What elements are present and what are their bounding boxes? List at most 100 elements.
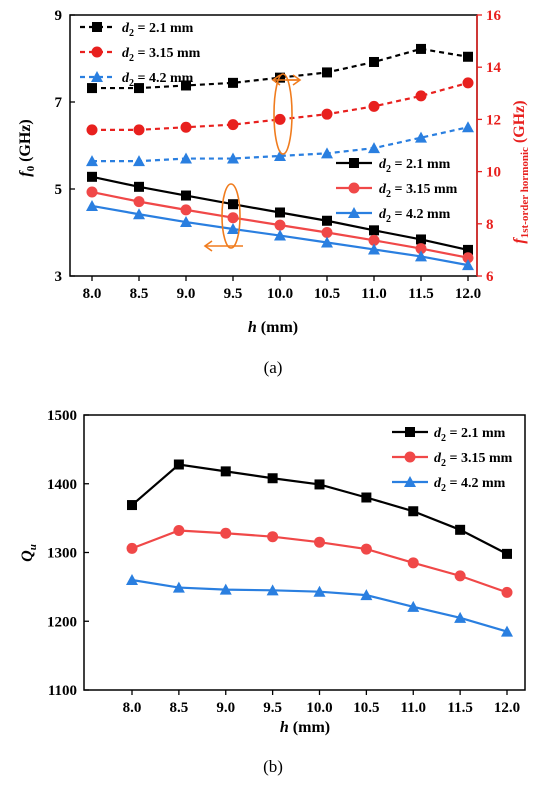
panel-a-left-ytick-label: 9 xyxy=(55,8,63,24)
panel-a-data-point xyxy=(228,77,238,88)
panel-a-data-point xyxy=(181,80,191,91)
panel-a-data-point xyxy=(463,244,473,255)
panel-a-xtick-label: 10.0 xyxy=(267,286,293,302)
panel-b-legend-label: d2 = 3.15 mm xyxy=(434,451,513,469)
panel-a-data-point xyxy=(227,119,239,131)
panel-b-xtick-label: 8.0 xyxy=(123,700,142,716)
panel-a-data-point xyxy=(321,108,333,120)
panel-b-data-point xyxy=(454,570,466,582)
panel-a-series-line xyxy=(92,47,469,90)
panel-b-data-point xyxy=(219,583,232,595)
panel-a-data-point xyxy=(463,51,473,62)
panel-b-ylabel: Qu xyxy=(19,544,39,562)
panel-a-xlabel: h (mm) xyxy=(248,319,298,336)
panel-a-xtick-label: 10.5 xyxy=(314,286,340,302)
panel-a-data-point xyxy=(415,243,427,255)
panel-b-data-point xyxy=(172,581,185,593)
panel-a-data-point xyxy=(368,100,380,112)
panel-a-data-point xyxy=(227,212,239,224)
panel-b-data-point xyxy=(455,524,466,535)
panel-b-data-point xyxy=(501,625,513,637)
panel-b-ytick-label: 1100 xyxy=(48,683,77,699)
panel-a-left-ytick-label: 5 xyxy=(55,182,63,198)
panel-b-ytick-label: 1500 xyxy=(47,408,77,424)
panel-b-data-point xyxy=(360,543,372,555)
panel-a-data-point xyxy=(87,171,97,182)
panel-a-data-point xyxy=(368,142,380,154)
panel-a-legend-marker xyxy=(348,182,360,194)
panel-a-legend-marker xyxy=(349,158,359,168)
panel-b-xtick-label: 11.0 xyxy=(401,700,426,716)
panel-b-ytick-label: 1300 xyxy=(47,546,77,562)
panel-b-xtick-label: 10.0 xyxy=(306,700,332,716)
panel-b-data-point xyxy=(220,466,231,477)
panel-a-data-point xyxy=(416,234,426,245)
panel-a-data-point xyxy=(369,225,379,236)
panel-b-legend-marker xyxy=(404,476,416,487)
panel-a-data-point xyxy=(87,83,97,94)
panel-b-legend-marker xyxy=(404,451,416,463)
annotation-right-axis-indicator xyxy=(271,73,302,155)
panel-a-legend-label: d2 = 4.2 mm xyxy=(379,207,451,225)
panel-b-data-point xyxy=(407,600,420,612)
panel-a-right-ytick-label: 10 xyxy=(486,165,501,181)
panel-b-data-point xyxy=(502,548,512,559)
panel-a-xtick-label: 11.0 xyxy=(361,286,386,302)
panel-a-right-ylabel: f1st-order hormonic (GHz) xyxy=(511,100,531,243)
panel-a-data-point xyxy=(134,83,144,94)
panel-a-data-point xyxy=(86,186,98,198)
panel-a-data-point xyxy=(415,250,427,262)
panel-b-data-point xyxy=(360,589,373,601)
panel-a-data-point xyxy=(227,152,239,164)
panel-a-data-point xyxy=(322,67,332,78)
panel-a-data-point xyxy=(274,149,286,161)
panel-a-data-point xyxy=(180,152,192,164)
panel-a-xtick-label: 11.5 xyxy=(408,286,433,302)
panel-b-data-point xyxy=(126,542,138,554)
panel-a-data-point xyxy=(321,227,333,238)
panel-a-data-point xyxy=(181,190,191,201)
panel-b-xtick-label: 8.5 xyxy=(170,700,189,716)
panel-a-data-point xyxy=(274,219,286,231)
panel-a-data-point xyxy=(133,196,145,208)
panel-b-data-point xyxy=(173,459,184,470)
panel-b-data-point xyxy=(408,506,419,517)
panel-b-data-point xyxy=(407,557,419,569)
panel-a-data-point xyxy=(86,199,98,211)
panel-a-right-ytick-label: 12 xyxy=(486,112,501,128)
panel-b-quality-factor-chart: 8.0 8.5 9.0 9.5 10.0 10.5 11.0 11.5 12.0 1100 120… xyxy=(19,408,526,776)
panel-a-legend-label: d2 = 3.15 mm xyxy=(122,46,201,64)
panel-b-legend: d2 = 2.1 mm d2 = 3.15 mm d2 = 4.2 mm xyxy=(392,426,513,494)
panel-b-ytick-label: 1200 xyxy=(47,614,77,630)
panel-a-legend-label: d2 = 4.2 mm xyxy=(122,71,194,89)
panel-b-data-point xyxy=(173,525,185,536)
panel-b-data-point xyxy=(313,585,326,597)
panel-a-data-point xyxy=(462,252,474,264)
panel-a-data-point xyxy=(228,199,238,210)
panel-a-caption: (a) xyxy=(264,358,283,377)
panel-b-xtick-label: 11.5 xyxy=(447,700,472,716)
panel-b-data-point xyxy=(267,531,279,543)
panel-a-data-point xyxy=(416,43,426,54)
panel-a-data-point xyxy=(133,155,145,167)
panel-b-legend-label: d2 = 4.2 mm xyxy=(434,476,506,494)
panel-a-data-point xyxy=(86,155,98,167)
panel-a-legend-marker xyxy=(348,207,360,218)
panel-a-data-point xyxy=(462,77,474,89)
panel-a-legend-marker xyxy=(91,71,103,82)
panel-b-xtick-label: 9.5 xyxy=(263,700,282,716)
panel-b-data-point xyxy=(314,479,325,490)
panel-b-data-point xyxy=(314,536,325,548)
panel-b-data-point xyxy=(266,584,279,596)
panel-a-data-point xyxy=(180,121,192,133)
panel-a-left-ylabel: f0 (GHz) xyxy=(17,119,37,176)
panel-b-ytick-label: 1400 xyxy=(47,477,77,493)
panel-a-legend-label: d2 = 2.1 mm xyxy=(379,157,451,175)
panel-a-series-line xyxy=(92,81,469,131)
panel-a-xtick-label: 9.0 xyxy=(177,286,196,302)
panel-b-data-point xyxy=(501,586,513,598)
panel-b-data-point xyxy=(454,611,467,623)
panel-a-data-point xyxy=(275,207,285,218)
panel-a-data-point xyxy=(415,90,427,102)
panel-a-right-ytick-label: 14 xyxy=(486,60,502,76)
